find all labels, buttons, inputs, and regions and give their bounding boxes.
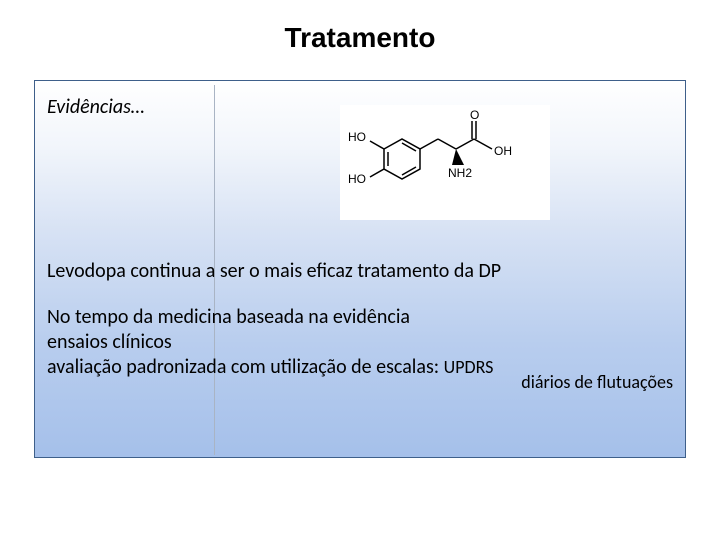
content-panel: Evidências… [34,80,686,458]
line-diaries: diários de flutuações [521,371,673,393]
line-trials: ensaios clínicos [47,330,675,355]
line-scales-prefix: avaliação padronizada com utilização de … [47,355,444,379]
page-title: Tratamento [0,0,720,62]
label-ho1: HO [348,130,366,144]
levodopa-structure: HO HO O OH NH2 [340,105,550,220]
label-ho2: HO [348,172,366,186]
line-levodopa: Levodopa continua a ser o mais eficaz tr… [47,259,675,283]
label-oh: OH [494,144,512,158]
label-o: O [470,108,479,122]
body-text: Levodopa continua a ser o mais eficaz tr… [47,259,675,380]
label-nh2: NH2 [448,166,472,180]
updrs-label: UPDRS [444,356,494,378]
line-evidence: No tempo da medicina baseada na evidênci… [47,305,675,330]
